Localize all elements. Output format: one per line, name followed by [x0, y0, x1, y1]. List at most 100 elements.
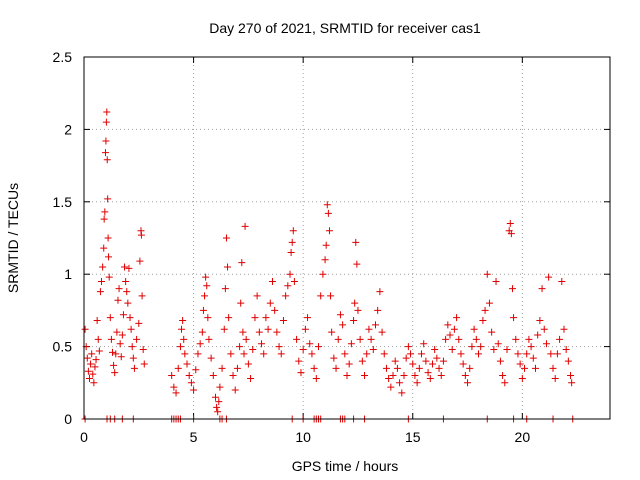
data-point [308, 350, 316, 358]
data-point [168, 372, 176, 380]
data-point [81, 325, 89, 333]
data-point [479, 317, 487, 325]
data-point [523, 350, 531, 358]
data-point [207, 354, 215, 362]
data-point [369, 345, 377, 353]
data-point [130, 364, 138, 372]
data-point [325, 227, 333, 235]
data-point [376, 288, 384, 296]
data-point [459, 360, 467, 368]
data-point [105, 253, 113, 261]
data-point [347, 340, 355, 348]
data-point [404, 343, 412, 351]
data-point [102, 137, 110, 145]
data-point [385, 374, 393, 382]
data-point [88, 350, 96, 358]
data-point [135, 319, 143, 327]
data-point [180, 335, 188, 343]
chart-title: Day 270 of 2021, SRMTID for receiver cas… [209, 20, 481, 36]
data-point [103, 156, 111, 164]
data-point [409, 360, 417, 368]
data-point [323, 201, 331, 209]
data-point [121, 263, 129, 271]
data-point [91, 363, 99, 371]
data-point [204, 314, 212, 322]
data-point [354, 306, 362, 314]
data-point [124, 299, 132, 307]
x-tick-label: 15 [405, 429, 421, 445]
data-point [334, 335, 342, 343]
data-point [407, 350, 415, 358]
data-point [501, 379, 509, 387]
data-point [96, 288, 104, 296]
data-point [301, 325, 309, 333]
data-point [371, 321, 379, 329]
data-point [516, 360, 524, 368]
data-point [464, 379, 472, 387]
data-point [428, 360, 436, 368]
data-point [227, 350, 235, 358]
data-point [253, 292, 261, 300]
data-point [382, 364, 390, 372]
data-point [284, 282, 292, 290]
data-point [525, 335, 533, 343]
data-point [260, 350, 268, 358]
data-point [139, 345, 147, 353]
data-point [199, 306, 207, 314]
y-tick-label: 2 [64, 121, 72, 137]
data-point [273, 328, 281, 336]
data-point [361, 372, 369, 380]
data-point [295, 357, 303, 365]
tick-layer: 0 0.5 1 1.5 2 2.5 0 5 10 15 20 [53, 49, 610, 445]
data-point [222, 234, 230, 242]
data-point [225, 314, 233, 322]
data-point [553, 350, 561, 358]
data-point [437, 372, 445, 380]
data-point [138, 292, 146, 300]
data-point [387, 383, 395, 391]
data-point [262, 314, 270, 322]
data-point [542, 340, 550, 348]
data-point [297, 369, 305, 377]
data-point [518, 374, 526, 382]
data-point [251, 314, 259, 322]
data-point [237, 299, 245, 307]
data-point [89, 370, 97, 378]
data-point [286, 270, 294, 278]
data-point [133, 335, 141, 343]
x-axis-label: GPS time / hours [292, 458, 399, 474]
data-point [336, 311, 344, 319]
data-point [567, 372, 575, 380]
data-point [258, 340, 266, 348]
data-point [350, 317, 358, 325]
data-point [218, 364, 226, 372]
data-point [529, 354, 537, 362]
data-point [201, 292, 209, 300]
data-point [549, 364, 557, 372]
data-point [140, 360, 148, 368]
data-point [496, 357, 504, 365]
data-point [540, 325, 548, 333]
data-point [279, 317, 287, 325]
data-point [398, 389, 406, 397]
data-point [521, 364, 529, 372]
data-point [446, 331, 454, 339]
data-point [310, 364, 318, 372]
data-point [266, 299, 274, 307]
data-point [378, 328, 386, 336]
data-point [244, 360, 252, 368]
data-point [538, 285, 546, 293]
data-point [282, 292, 290, 300]
data-point [389, 372, 397, 380]
data-point [214, 408, 222, 416]
data-point [196, 340, 204, 348]
data-point [488, 328, 496, 336]
data-point [117, 353, 125, 361]
data-point [271, 306, 279, 314]
data-point [123, 288, 131, 296]
grid-layer [84, 57, 610, 419]
data-point [181, 350, 189, 358]
data-point [568, 379, 576, 387]
data-point [128, 343, 136, 351]
